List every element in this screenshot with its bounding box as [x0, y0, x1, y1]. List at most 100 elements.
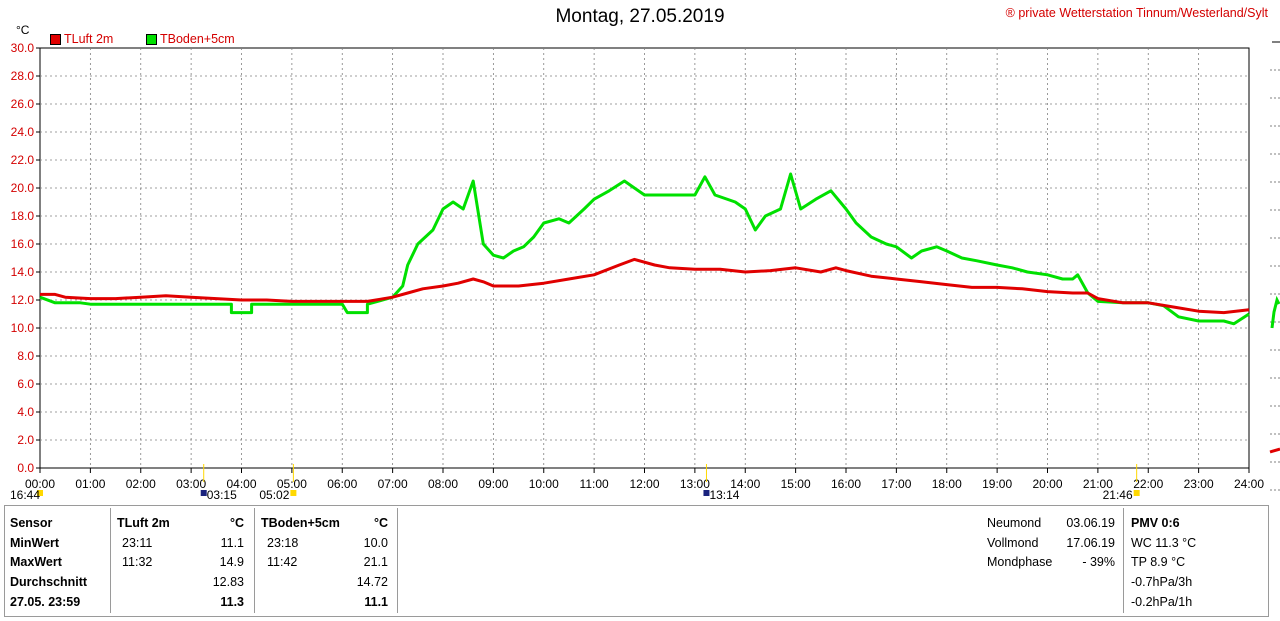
x-tick-label: 22:00: [1133, 477, 1163, 491]
chart-title: Montag, 27.05.2019: [555, 6, 725, 27]
col1-max-value: 14.9: [219, 555, 244, 569]
x-tick-label: 13:00: [680, 477, 710, 491]
marker-label: 21:46: [1103, 488, 1133, 500]
legend-label-tluft: TLuft 2m: [64, 32, 114, 46]
col1-unit: °C: [229, 516, 244, 530]
y-tick-label: 14.0: [11, 265, 35, 279]
right-axis-series-tboden: [1270, 295, 1280, 329]
row-label-current: 27.05. 23:59: [10, 595, 81, 609]
y-tick-label: 10.0: [11, 321, 35, 335]
marker-label: 05:02: [259, 488, 289, 500]
pmv-pressure-1h: -0.2hPa/1h: [1131, 595, 1193, 609]
marker-label: 13:14: [709, 488, 739, 500]
y-tick-label: 0.0: [17, 461, 34, 475]
pmv-windchill: WC 11.3 °C: [1131, 536, 1197, 550]
y-tick-label: 2.0: [17, 433, 34, 447]
col2-min-value: 10.0: [363, 536, 388, 550]
y-tick-label: 16.0: [11, 237, 35, 251]
x-tick-label: 23:00: [1184, 477, 1214, 491]
x-tick-label: 07:00: [378, 477, 408, 491]
moon-new-date: 03.06.19: [1066, 516, 1115, 530]
legend-tboden: TBoden+5cm: [146, 32, 235, 46]
table-separator: [1123, 508, 1124, 613]
moon-phase-label: Mondphase: [987, 555, 1053, 569]
x-tick-label: 05:00: [277, 477, 307, 491]
y-tick-label: 12.0: [11, 293, 35, 307]
x-tick-label: 01:00: [75, 477, 105, 491]
col2-average: 14.72: [356, 575, 388, 589]
col1-average: 12.83: [212, 575, 244, 589]
x-tick-label: 16:00: [831, 477, 861, 491]
table-separator: [397, 508, 398, 613]
x-tick-label: 06:00: [327, 477, 357, 491]
col1-max-time: 11:32: [122, 555, 153, 569]
series-line-tluft: [40, 257, 1250, 315]
y-tick-label: 20.0: [11, 181, 35, 195]
row-label-sensor: Sensor: [10, 516, 53, 530]
col2-header: TBoden+5cm: [261, 516, 340, 530]
y-tick-label: 22.0: [11, 153, 35, 167]
legend-swatch-red: [50, 33, 61, 45]
y-axis-ticks: 0.0 2.0 4.0 6.0 8.0 10.0 12.0 14.0 16.0 18.0 20.0 2…: [11, 41, 40, 475]
marker-symbol: [290, 490, 297, 496]
moon-full-date: 17.06.19: [1066, 536, 1115, 550]
x-tick-label: 21:00: [1083, 477, 1113, 491]
time-markers: 16:44 03:15 05:02 13:14 21:46: [10, 464, 1140, 500]
col2-max-time: 11:42: [267, 555, 298, 569]
y-tick-label: 4.0: [17, 405, 34, 419]
x-tick-label: 18:00: [932, 477, 962, 491]
series-line-tboden: [39, 172, 1250, 326]
stats-panel: [4, 505, 1269, 617]
right-axis: [1269, 41, 1280, 491]
x-tick-label: 00:00: [25, 477, 55, 491]
x-tick-label: 02:00: [126, 477, 156, 491]
col1-current: 11.3: [220, 595, 244, 609]
y-tick-label: 8.0: [17, 349, 34, 363]
marker-symbol: [1133, 490, 1140, 496]
x-tick-label: 14:00: [730, 477, 760, 491]
marker-symbol: [37, 490, 43, 496]
x-axis-ticks: 00:00 01:00 02:00 03:00 04:00 05:00 06:00 07:00…: [25, 468, 1264, 491]
table-separator: [110, 508, 111, 613]
row-label-min: MinWert: [10, 536, 60, 550]
legend-tluft: TLuft 2m: [50, 32, 113, 46]
pmv-dewpoint: TP 8.9 °C: [1131, 555, 1186, 569]
y-tick-label: 6.0: [17, 377, 34, 391]
marker-symbol: [703, 490, 710, 496]
row-label-max: MaxWert: [10, 555, 62, 569]
temperature-chart: 0.0 2.0 4.0 6.0 8.0 10.0 12.0 14.0 16.0 18.0 20.0 2…: [10, 41, 1280, 500]
x-tick-label: 08:00: [428, 477, 458, 491]
table-separator: [254, 508, 255, 613]
x-tick-label: 09:00: [478, 477, 508, 491]
row-label-avg: Durchschnitt: [10, 575, 88, 589]
x-tick-label: 04:00: [226, 477, 256, 491]
x-tick-label: 03:00: [176, 477, 206, 491]
y-tick-label: 30.0: [11, 41, 35, 55]
marker-label: 03:15: [207, 488, 237, 500]
right-axis-series-tluft: [1269, 447, 1280, 454]
col1-min-value: 11.1: [220, 536, 244, 550]
moon-new-label: Neumond: [987, 516, 1042, 530]
col2-current: 11.1: [364, 595, 388, 609]
x-tick-label: 10:00: [529, 477, 559, 491]
marker-label: 16:44: [10, 488, 40, 500]
x-tick-label: 20:00: [1032, 477, 1062, 491]
marker-symbol: [200, 490, 207, 496]
moon-phase-value: - 39%: [1082, 555, 1115, 569]
col1-min-time: 23:11: [122, 536, 153, 550]
x-tick-label: 15:00: [781, 477, 811, 491]
pmv-pressure-3h: -0.7hPa/3h: [1131, 575, 1193, 589]
station-credit: ® private Wetterstation Tinnum/Westerlan…: [1005, 6, 1268, 20]
legend-swatch-green: [146, 33, 157, 45]
x-tick-label: 12:00: [629, 477, 659, 491]
y-axis-unit: °C: [16, 23, 30, 37]
pmv-title: PMV 0:6: [1131, 516, 1180, 530]
x-tick-label: 17:00: [881, 477, 911, 491]
col1-header: TLuft 2m: [117, 516, 170, 530]
col2-unit: °C: [373, 516, 388, 530]
y-tick-label: 18.0: [11, 209, 35, 223]
series-lines: [39, 172, 1250, 326]
col2-max-value: 21.1: [363, 555, 388, 569]
col2-min-time: 23:18: [267, 536, 299, 550]
y-tick-label: 24.0: [11, 125, 35, 139]
